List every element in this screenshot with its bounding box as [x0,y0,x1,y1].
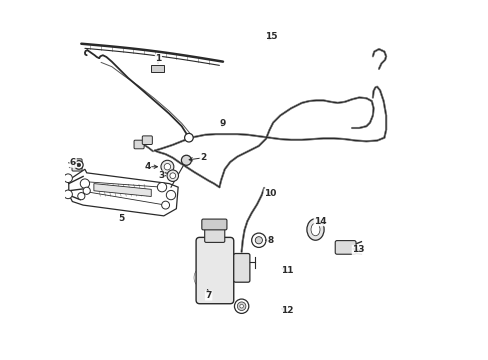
Text: 11: 11 [280,266,292,275]
Text: 14: 14 [314,217,326,226]
Text: 5: 5 [119,214,125,223]
Circle shape [239,305,243,308]
FancyBboxPatch shape [134,140,144,149]
Circle shape [74,161,83,169]
Circle shape [161,160,174,173]
Text: 9: 9 [219,119,225,128]
Text: 8: 8 [266,236,273,245]
Circle shape [169,173,175,179]
FancyBboxPatch shape [204,227,224,242]
Circle shape [78,193,85,200]
Circle shape [184,134,193,142]
Text: 10: 10 [264,189,276,198]
Polygon shape [94,184,151,197]
FancyBboxPatch shape [151,65,164,72]
Text: 2: 2 [200,153,206,162]
FancyBboxPatch shape [142,136,152,144]
Circle shape [255,237,262,244]
Circle shape [157,183,166,192]
Circle shape [80,179,89,188]
Circle shape [162,201,169,209]
Circle shape [164,163,170,170]
Circle shape [237,302,245,311]
Text: 4: 4 [144,162,151,171]
Text: 12: 12 [280,306,292,315]
Circle shape [167,170,178,181]
Text: 15: 15 [264,32,277,41]
Ellipse shape [310,223,319,236]
Text: 13: 13 [351,246,364,255]
Circle shape [63,174,72,183]
Text: 1: 1 [155,54,161,63]
Circle shape [63,190,72,199]
Text: 7: 7 [205,291,211,300]
Circle shape [77,163,81,167]
Circle shape [83,187,90,194]
Text: 3: 3 [158,171,164,180]
FancyBboxPatch shape [196,237,233,304]
Circle shape [251,233,265,247]
FancyBboxPatch shape [233,253,249,282]
Circle shape [181,155,191,165]
FancyBboxPatch shape [202,219,226,230]
FancyBboxPatch shape [72,159,82,171]
Text: 6: 6 [70,158,76,167]
Ellipse shape [306,219,324,240]
Circle shape [166,190,175,200]
FancyBboxPatch shape [335,240,355,254]
